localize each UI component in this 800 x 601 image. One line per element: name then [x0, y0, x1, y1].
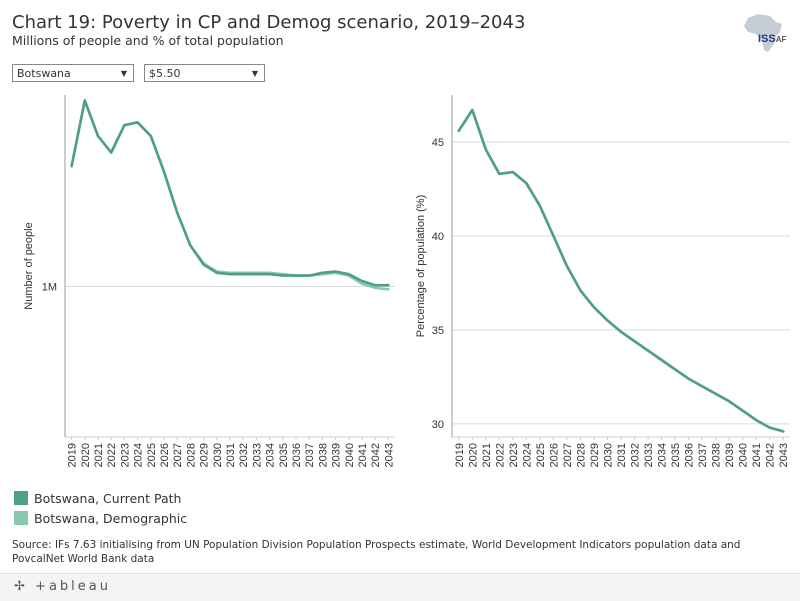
x-tick-label: 2019	[454, 443, 466, 467]
legend-label-demographic: Botswana, Demographic	[34, 510, 188, 526]
threshold-dropdown[interactable]: $5.50 ▼	[144, 64, 265, 82]
series-line-current-path	[70, 99, 390, 287]
series-line-demographic	[70, 99, 390, 291]
x-tick-label: 2025	[535, 443, 547, 467]
legend-swatch-current-path	[14, 491, 28, 505]
x-tick-label: 2023	[119, 443, 131, 467]
x-tick-label: 2024	[521, 443, 533, 467]
x-tick-label: 2035	[670, 443, 682, 467]
svg-text:ISSAF: ISSAF	[758, 33, 787, 45]
x-tick-label: 2042	[370, 443, 382, 467]
tableau-logo[interactable]: ✢ +ableau	[14, 579, 111, 594]
x-tick-label: 2026	[159, 443, 171, 467]
chevron-down-icon: ▼	[120, 69, 127, 78]
iss-africa-logo: ISSAF	[744, 14, 787, 52]
legend: Botswana, Current Path Botswana, Demogra…	[14, 488, 187, 528]
x-tick-label: 2027	[562, 443, 574, 467]
x-tick-label: 2026	[548, 443, 560, 467]
x-tick-label: 2021	[93, 443, 105, 467]
x-tick-label: 2027	[172, 443, 184, 467]
x-tick-label: 2038	[711, 443, 723, 467]
x-tick-label: 2041	[751, 443, 763, 467]
x-tick-label: 2020	[80, 443, 92, 467]
page-title: Chart 19: Poverty in CP and Demog scenar…	[12, 12, 526, 33]
country-dropdown-value: Botswana	[17, 67, 71, 80]
x-tick-label: 2041	[357, 443, 369, 467]
x-tick-label: 2022	[494, 443, 506, 467]
x-tick-label: 2043	[383, 443, 395, 467]
x-tick-label: 2032	[630, 443, 642, 467]
series-line-current-path	[457, 108, 785, 433]
country-dropdown[interactable]: Botswana ▼	[12, 64, 134, 82]
chart-percentage-of-population: 30 35 40 45 Percentage of population (%) 2019…	[415, 95, 790, 467]
x-tick-label: 2024	[133, 443, 145, 467]
x-tick-label: 2029	[589, 443, 601, 467]
x-tick-label: 2034	[657, 443, 669, 467]
x-tick-label: 2035	[278, 443, 290, 467]
y-tick-label: 40	[432, 231, 444, 243]
logo-text: ISS	[758, 33, 776, 45]
x-tick-label: 2039	[331, 443, 343, 467]
x-tick-label: 2019	[67, 443, 79, 467]
legend-item-demographic[interactable]: Botswana, Demographic	[14, 508, 187, 528]
x-tick-label: 2022	[106, 443, 118, 467]
tableau-cross-icon: ✢	[14, 579, 28, 594]
legend-swatch-demographic	[14, 511, 28, 525]
x-tick-label: 2032	[238, 443, 250, 467]
x-tick-label: 2040	[738, 443, 750, 467]
x-tick-label: 2039	[724, 443, 736, 467]
legend-label-current-path: Botswana, Current Path	[34, 490, 182, 506]
x-tick-label: 2028	[575, 443, 587, 467]
x-tick-label: 2029	[199, 443, 211, 467]
x-tick-label: 2043	[778, 443, 790, 467]
tableau-brand-text: +ableau	[35, 579, 111, 594]
x-tick-label: 2037	[304, 443, 316, 467]
y-tick-label: 35	[432, 325, 444, 337]
x-tick-label: 2030	[212, 443, 224, 467]
y-axis-label: Number of people	[23, 222, 35, 309]
x-tick-label: 2025	[146, 443, 158, 467]
y-axis-label: Percentage of population (%)	[415, 195, 427, 337]
page-subtitle: Millions of people and % of total popula…	[12, 33, 284, 48]
x-tick-label: 2021	[481, 443, 493, 467]
x-tick-label: 2031	[225, 443, 237, 467]
x-tick-label: 2023	[508, 443, 520, 467]
x-tick-label: 2031	[616, 443, 628, 467]
x-tick-label: 2040	[344, 443, 356, 467]
y-tick-label: 1M	[42, 282, 57, 294]
x-tick-label: 2033	[643, 443, 655, 467]
legend-item-current-path[interactable]: Botswana, Current Path	[14, 488, 187, 508]
x-tick-label: 2030	[602, 443, 614, 467]
y-tick-label: 45	[432, 137, 444, 149]
y-tick-label: 30	[432, 419, 444, 431]
tableau-footer: ✢ +ableau	[0, 573, 800, 601]
africa-map-icon	[744, 14, 782, 52]
logo-suffix: AF	[776, 35, 787, 44]
chevron-down-icon: ▼	[251, 69, 258, 78]
x-tick-label: 2038	[317, 443, 329, 467]
x-tick-label: 2020	[467, 443, 479, 467]
x-tick-label: 2037	[697, 443, 709, 467]
threshold-dropdown-value: $5.50	[149, 67, 181, 80]
x-tick-label: 2028	[185, 443, 197, 467]
x-tick-label: 2036	[291, 443, 303, 467]
x-tick-label: 2042	[765, 443, 777, 467]
source-note: Source: IFs 7.63 initialising from UN Po…	[12, 539, 741, 562]
series-line-demographic	[457, 108, 785, 433]
x-tick-label: 2036	[684, 443, 696, 467]
x-tick-label: 2033	[251, 443, 263, 467]
x-tick-label: 2034	[265, 443, 277, 467]
